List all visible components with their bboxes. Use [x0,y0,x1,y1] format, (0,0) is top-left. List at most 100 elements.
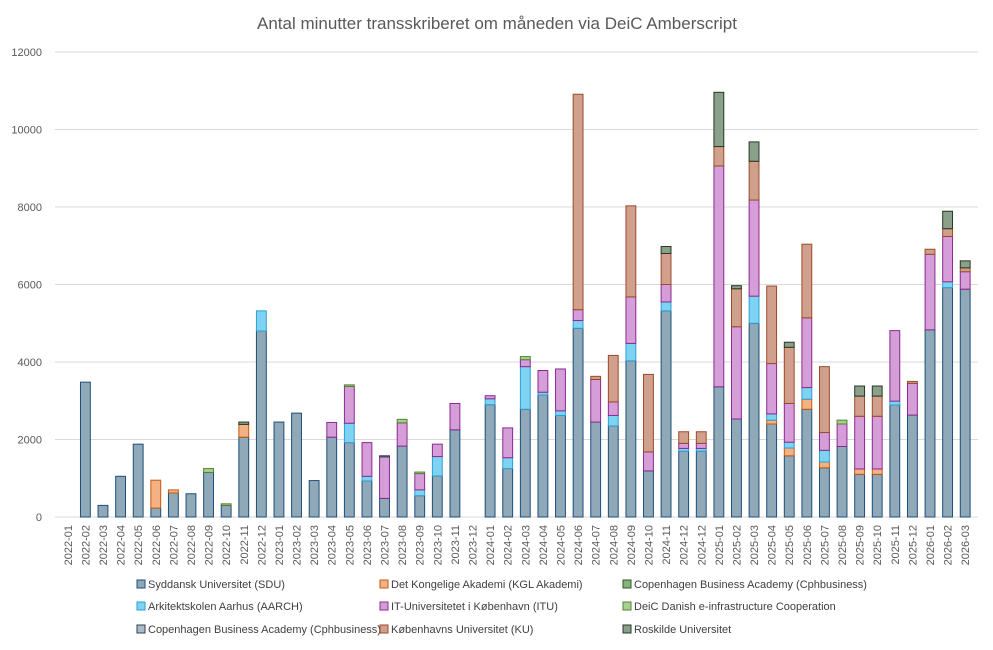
x-tick-label: 2024-12 [696,525,708,565]
bar-segment [238,423,250,438]
bar-segment [449,402,461,431]
x-tick-label: 2022-04 [116,525,128,565]
x-tick-label: 2023-08 [397,525,409,565]
x-tick-label: 2023-07 [380,525,392,565]
bar-segment [660,246,672,255]
bar-segment [854,385,866,397]
x-tick-label: 2025-02 [731,525,743,565]
x-tick-label: 2022-12 [256,525,268,565]
x-tick-label: 2025-05 [784,525,796,565]
legend-swatch [136,601,146,611]
bar-segment [167,489,179,494]
bar-segment [695,450,707,518]
bar-segment [783,447,795,457]
x-tick-label: 2022-11 [239,525,251,565]
bar-segment [396,445,408,518]
bar-segment [343,422,355,444]
bar-segment [414,489,426,497]
bar-segment [537,394,549,518]
legend-swatch [622,624,632,634]
y-tick-label: 0 [36,512,42,524]
x-tick-label: 2023-09 [415,525,427,565]
legend-label: Arkitektskolen Aarhus (AARCH) [148,601,303,613]
bar-segment [431,456,443,477]
x-tick-label: 2022-03 [98,525,110,565]
x-tick-label: 2023-06 [362,525,374,565]
bar-segment [959,267,971,273]
bar-segment [836,423,848,447]
bar-segment [801,398,813,410]
bar-segment [748,295,760,324]
legend-swatch [622,601,632,611]
x-tick-label: 2024-04 [538,525,550,565]
bar-segment [150,479,162,509]
bar-segment [801,408,813,518]
bar-segment [889,330,901,402]
x-tick-label: 2024-08 [608,525,620,565]
bar-segment [607,354,619,403]
bar-segment [871,415,883,470]
bar-segment [854,473,866,518]
bar-segment [819,432,830,451]
bar-segment [889,400,901,406]
bar-segment [502,427,514,459]
bar-segment [537,370,549,393]
bar-segment [361,475,373,482]
x-tick-label: 2023-02 [292,525,304,565]
bar-segment [203,468,214,473]
bar-segment [695,442,707,449]
bar-segment [414,495,426,518]
bar-segment [519,356,531,361]
bar-segment [836,445,848,518]
bar-segment [273,421,285,518]
bar-segment [643,373,654,453]
x-tick-label: 2022-01 [63,525,75,565]
legend-label: Syddansk Universitet (SDU) [148,579,285,591]
bar-segment [854,395,866,417]
bar-segment [819,366,830,434]
bar-segment [414,473,426,491]
bar-segment [625,360,637,518]
bar-segment [766,413,778,421]
bar-segment [326,421,338,438]
bar-segment [343,385,355,424]
x-tick-label: 2023-10 [432,525,444,565]
x-tick-label: 2022-06 [151,525,163,565]
bar-segment [625,296,637,344]
bar-segment [255,330,267,518]
legend-label: Copenhagen Business Academy (Cphbusiness… [148,624,381,636]
y-tick-label: 6000 [18,280,42,292]
x-tick-label: 2022-08 [186,525,198,565]
x-tick-label: 2022-05 [133,525,145,565]
bar-segment [115,475,127,518]
bar-segment [449,429,461,518]
y-tick-label: 8000 [18,202,42,214]
bar-segment [748,141,760,162]
bar-segment [607,414,619,427]
legend-swatch [379,579,389,589]
bar-segment [361,442,373,477]
legend-swatch [379,601,389,611]
bar-segment [625,205,637,298]
bar-segment [255,310,267,332]
bar-segment [379,497,390,518]
bar-segment [678,450,690,518]
bar-segment [959,288,971,518]
x-tick-label: 2025-10 [872,525,884,565]
bar-segment [924,253,936,331]
bar-segment [766,363,778,415]
y-axis-ticks: 0 2000 4000 6000 8000 10000 12000 [11,47,42,524]
bar-segment [766,423,778,518]
legend-swatch [136,579,146,589]
bar-segment [906,380,918,384]
bar-segment [343,442,355,518]
bar-segment [590,375,602,380]
bar-segment [238,436,250,518]
bar-segment [713,386,725,518]
bar-segment [801,243,813,319]
bar-segment [643,451,654,472]
legend: Syddansk Universitet (SDU) Det Kongelige … [136,579,867,636]
bar-segment [643,470,654,518]
